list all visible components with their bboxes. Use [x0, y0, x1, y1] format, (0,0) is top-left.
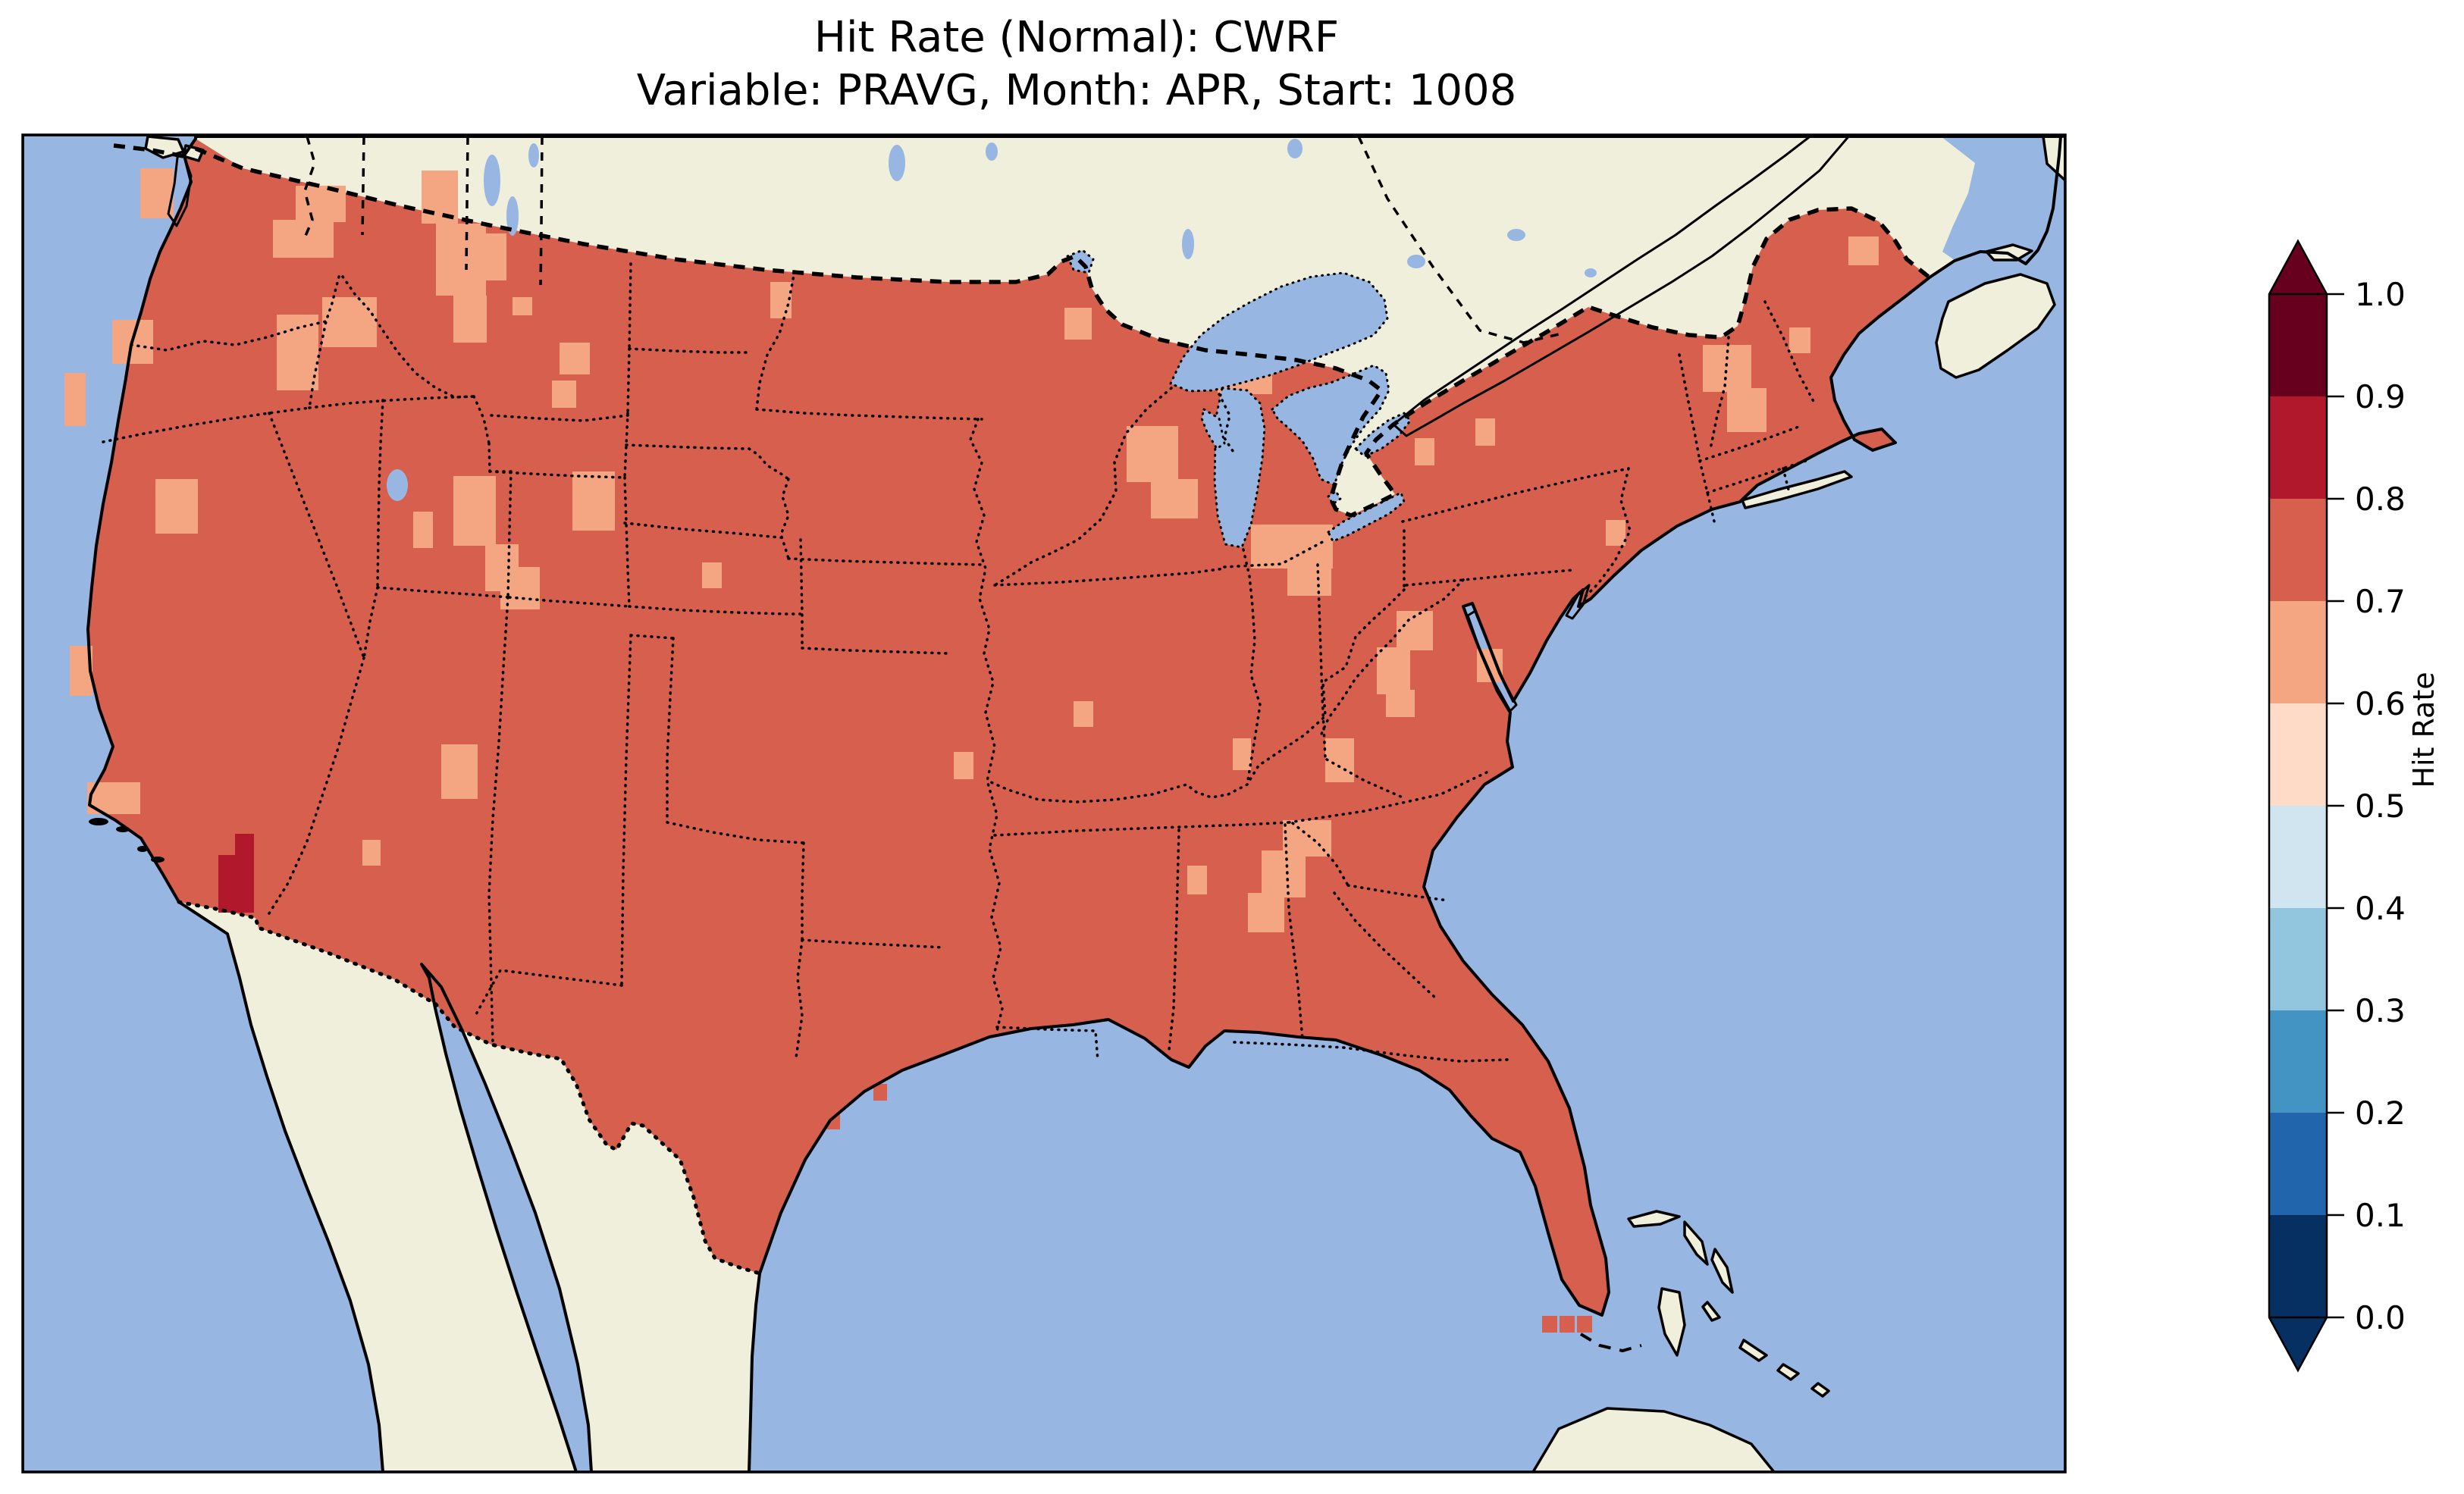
lake-erie — [1327, 491, 1406, 543]
figure-subtitle: Variable: PRAVG, Month: APR, Start: 1008 — [637, 66, 1517, 115]
lake-superior — [1169, 271, 1389, 393]
colorbar: 0.0 0.1 0.2 0.3 0.4 0.5 0.6 0.7 0.8 0.9 … — [2268, 239, 2440, 1373]
long-island — [1741, 470, 1853, 509]
tick-0.5: 0.5 — [2355, 788, 2406, 825]
map-frame-outline — [21, 133, 2067, 1474]
us-mexico-border — [177, 900, 762, 1276]
lake — [986, 143, 998, 161]
tick-0.9: 0.9 — [2355, 378, 2406, 415]
map-area — [23, 135, 2065, 1472]
colorbar-extend-over-arrow — [2269, 241, 2327, 294]
gulf-of-st-lawrence — [1941, 136, 2065, 279]
tick-0.1: 0.1 — [2355, 1197, 2406, 1234]
lake-huron — [1271, 364, 1390, 487]
florida-keys — [1579, 1333, 1642, 1353]
colorbar-bin-6 — [2269, 601, 2327, 703]
colorbar-bin-7 — [2269, 499, 2327, 601]
hit-rate-cell-high-bin — [218, 834, 254, 913]
state-borders — [102, 262, 1817, 1063]
nova-scotia — [1935, 273, 2056, 379]
tick-0.7: 0.7 — [2355, 583, 2406, 620]
colorbar-bin-3 — [2269, 908, 2327, 1010]
great-salt-lake — [387, 469, 408, 501]
great-lakes — [1066, 249, 1412, 549]
colorbar-axis-label: Hit Rate — [2407, 672, 2440, 788]
colorbar-bin-9 — [2269, 294, 2327, 396]
bahamas-islands — [1627, 1210, 1830, 1398]
lake — [889, 145, 905, 181]
lake — [1407, 255, 1425, 268]
tick-0.0: 0.0 — [2355, 1299, 2406, 1336]
colorbar-bin-2 — [2269, 1010, 2327, 1113]
colorbar-bin-1 — [2269, 1113, 2327, 1215]
lake — [1507, 229, 1525, 241]
st-lawrence-river — [1392, 135, 1851, 437]
lake — [1585, 268, 1597, 277]
tick-0.2: 0.2 — [2355, 1095, 2406, 1132]
lake — [484, 155, 500, 206]
tick-0.3: 0.3 — [2355, 992, 2406, 1029]
lake — [1182, 229, 1194, 259]
cuba — [1531, 1407, 1776, 1472]
green-bay — [1200, 408, 1226, 450]
tick-1.0: 1.0 — [2355, 276, 2406, 313]
colorbar-bin-0 — [2269, 1215, 2327, 1317]
colorbar-tick-labels: 0.0 0.1 0.2 0.3 0.4 0.5 0.6 0.7 0.8 0.9 … — [2355, 276, 2406, 1336]
colorbar-ticks — [2327, 293, 2344, 1319]
colorbar-bin-8 — [2269, 396, 2327, 499]
lake — [528, 143, 539, 168]
lake — [506, 196, 519, 236]
tick-0.8: 0.8 — [2355, 481, 2406, 518]
small-lakes — [387, 139, 1597, 501]
lake — [1287, 139, 1303, 158]
figure-title: Hit Rate (Normal): CWRF — [814, 13, 1339, 62]
tick-0.4: 0.4 — [2355, 890, 2406, 927]
us-hit-rate-region — [88, 139, 1930, 1315]
us-canada-border — [113, 143, 1931, 518]
lake-michigan — [1213, 387, 1266, 549]
colorbar-bin-4 — [2269, 806, 2327, 908]
colorbar-bin-5 — [2269, 703, 2327, 806]
canada-province-borders — [302, 136, 1563, 344]
colorbar-extend-under-arrow — [2269, 1317, 2327, 1370]
tick-0.6: 0.6 — [2355, 685, 2406, 722]
